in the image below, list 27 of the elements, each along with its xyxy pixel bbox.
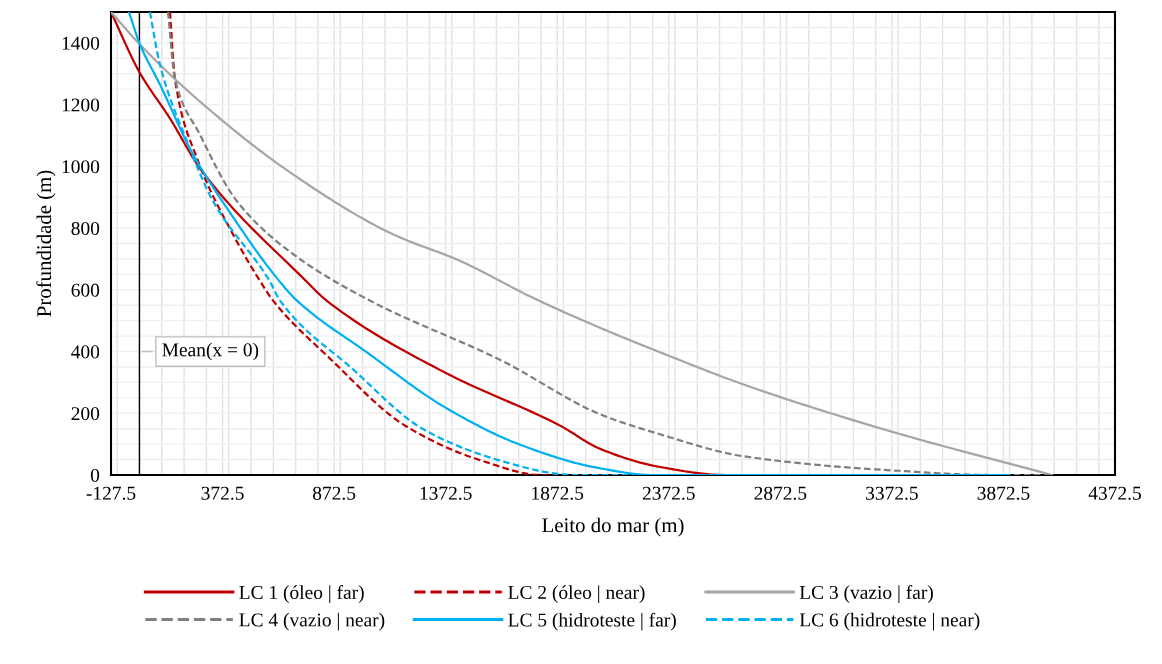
legend-label: LC 6 (hidroteste | near) [799, 612, 980, 631]
y-tick-label: 400 [71, 345, 100, 359]
x-tick-label: 2872.5 [754, 486, 807, 500]
x-tick-label: 372.5 [201, 486, 244, 500]
x-tick-label: 1872.5 [532, 486, 584, 500]
x-tick-label: -127.5 [86, 486, 136, 500]
x-tick-label: 3872.5 [977, 486, 1030, 500]
y-tick-label: 1000 [62, 160, 100, 174]
x-tick-label: 4372.5 [1088, 486, 1141, 500]
x-tick-label: 2372.5 [642, 486, 695, 500]
y-axis-title: Profundidade (m) [36, 170, 56, 317]
y-tick-label: 1200 [62, 98, 100, 112]
y-tick-label: 600 [71, 283, 100, 297]
x-axis-title: Leito do mar (m) [542, 517, 684, 537]
annotation: Mean(x = 0) [162, 342, 259, 361]
legend-label: LC 2 (óleo | near) [508, 585, 645, 603]
x-tick-label: 872.5 [312, 486, 356, 500]
legend-label: LC 1 (óleo | far) [239, 585, 364, 603]
y-tick-label: 0 [90, 468, 100, 482]
y-tick-label: 200 [71, 407, 100, 421]
y-tick-label: 1400 [62, 36, 100, 50]
legend-label: LC 4 (vazio | near) [239, 612, 385, 631]
x-tick-label: 3372.5 [866, 486, 918, 500]
x-tick-label: 1372.5 [420, 486, 472, 500]
legend-label: LC 5 (hidroteste | far) [508, 612, 676, 631]
legend-label: LC 3 (vazio | far) [799, 585, 933, 603]
y-tick-label: 800 [71, 221, 100, 235]
